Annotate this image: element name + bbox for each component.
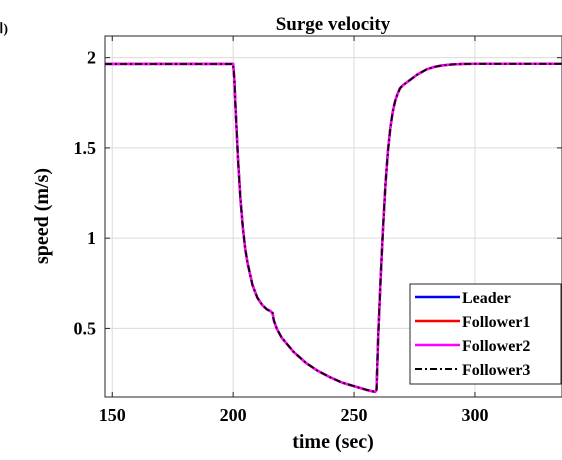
x-tick-label: 300 [461, 405, 488, 425]
legend-label-follower3: Follower3 [462, 362, 530, 379]
chart-title: Surge velocity [276, 14, 391, 35]
legend-label-follower2: Follower2 [462, 338, 530, 355]
y-axis-label: speed (m/s) [31, 168, 53, 264]
legend: Leader Follower1 Follower2 Follower3 [410, 284, 561, 384]
y-tick-label: 2 [87, 48, 96, 68]
x-tick-label: 200 [220, 405, 247, 425]
legend-label-leader: Leader [462, 290, 511, 307]
x-tick-label: 250 [341, 405, 368, 425]
panel-label: (الف) [0, 22, 8, 37]
y-tick-label: 1 [87, 228, 96, 248]
x-axis-label: time (sec) [292, 431, 374, 453]
y-tick-label: 1.5 [74, 138, 97, 158]
x-tick-label: 150 [99, 405, 126, 425]
legend-label-follower1: Follower1 [462, 314, 530, 331]
y-tick-label: 0.5 [74, 318, 97, 338]
